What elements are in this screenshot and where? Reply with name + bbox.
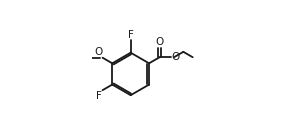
Text: O: O	[172, 52, 180, 62]
Text: O: O	[94, 47, 102, 57]
Text: O: O	[156, 37, 164, 47]
Text: F: F	[128, 30, 133, 40]
Text: F: F	[96, 91, 102, 100]
